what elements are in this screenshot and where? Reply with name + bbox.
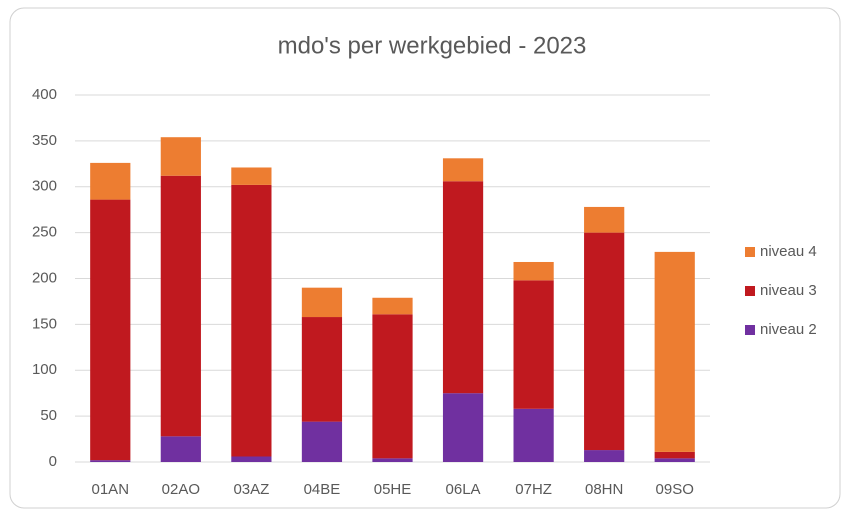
y-tick-label: 200 (32, 269, 57, 286)
bar-segment (301, 421, 343, 462)
y-tick-label: 300 (32, 178, 57, 195)
bar-segment (654, 451, 695, 459)
bar-segment (160, 175, 201, 437)
bar-segment (654, 458, 695, 462)
y-tick-label: 0 (49, 453, 57, 470)
bar-segment (160, 436, 201, 462)
x-tick-label: 05HE (374, 481, 412, 498)
legend-swatch (745, 247, 755, 257)
bar-segment (442, 181, 484, 394)
bar-segment (90, 162, 131, 200)
x-tick-label: 03AZ (233, 481, 269, 498)
legend-label: niveau 4 (760, 243, 817, 260)
bar-segment (372, 297, 413, 315)
bar-segment (231, 184, 272, 457)
bar-segment (90, 460, 131, 462)
bar-segment (584, 206, 625, 233)
bar-segment (231, 456, 272, 462)
x-tick-label: 07HZ (515, 481, 552, 498)
y-tick-label: 100 (32, 361, 57, 378)
legend-label: niveau 2 (760, 321, 817, 338)
bar-segment (372, 314, 413, 459)
bar-segment (513, 408, 554, 462)
bar-segment (301, 317, 343, 422)
bar-segment (231, 167, 272, 185)
bar-segment (584, 450, 625, 462)
x-tick-label: 04BE (304, 481, 341, 498)
x-tick-label: 08HN (585, 481, 623, 498)
y-tick-label: 250 (32, 224, 57, 241)
bar-segment (301, 287, 343, 318)
bar-segment (442, 158, 484, 182)
x-tick-label: 01AN (92, 481, 130, 498)
bar-segment (372, 458, 413, 462)
legend-swatch (745, 325, 755, 335)
x-tick-label: 02AO (162, 481, 200, 498)
x-tick-label: 09SO (656, 481, 694, 498)
x-tick-label: 06LA (446, 481, 481, 498)
bar-segment (442, 393, 484, 462)
legend-label: niveau 3 (760, 282, 817, 299)
y-tick-label: 150 (32, 315, 57, 332)
y-tick-label: 400 (32, 86, 57, 103)
y-tick-label: 50 (40, 407, 57, 424)
bar-segment (160, 137, 201, 176)
bar-segment (90, 199, 131, 461)
chart-title: mdo's per werkgebied - 2023 (278, 32, 587, 59)
legend-swatch (745, 286, 755, 296)
bar-segment (654, 251, 695, 452)
bar-segment (513, 261, 554, 281)
bar-segment (513, 280, 554, 409)
chart-frame (9, 7, 841, 509)
bar-segment (584, 232, 625, 451)
y-tick-label: 350 (32, 132, 57, 149)
